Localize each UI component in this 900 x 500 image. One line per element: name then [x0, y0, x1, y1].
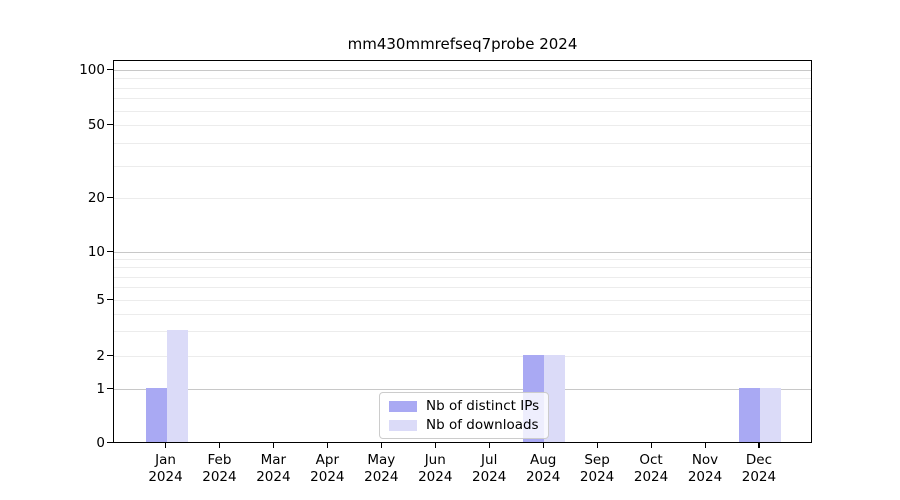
- x-tick-label: Jun 2024: [395, 452, 475, 486]
- y-tick-label: 100: [79, 62, 105, 78]
- x-tick-mark: [758, 443, 760, 448]
- plot-area: Nb of distinct IPs Nb of downloads: [113, 60, 812, 443]
- y-tick-label: 0: [96, 435, 105, 451]
- x-tick-mark: [326, 443, 329, 448]
- y-tick-label: 50: [87, 117, 105, 133]
- y-tick-label: 1: [96, 381, 105, 397]
- legend: Nb of distinct IPs Nb of downloads: [379, 392, 550, 439]
- x-tick-label: Feb 2024: [179, 452, 259, 486]
- x-tick-month: Jun: [424, 452, 446, 468]
- x-tick-label: Nov 2024: [665, 452, 745, 486]
- gridline-minor: [114, 267, 811, 269]
- x-tick-month: Jan: [155, 452, 176, 468]
- x-tick-year: 2024: [418, 469, 453, 485]
- x-tick-month: Aug: [529, 452, 557, 468]
- gridline-minor: [114, 98, 811, 100]
- gridline-minor: [114, 300, 811, 301]
- gridline-minor: [114, 276, 811, 278]
- legend-item-distinct-ips: Nb of distinct IPs: [389, 398, 539, 414]
- x-tick-month: Oct: [639, 452, 663, 468]
- x-tick-month: Apr: [315, 452, 340, 468]
- gridline-minor: [114, 165, 811, 167]
- legend-label-distinct-ips: Nb of distinct IPs: [426, 398, 540, 414]
- x-tick-month: Dec: [745, 452, 772, 468]
- x-tick-year: 2024: [472, 469, 507, 485]
- x-tick-year: 2024: [148, 469, 183, 485]
- x-tick-year: 2024: [633, 469, 669, 485]
- legend-label-downloads: Nb of downloads: [426, 417, 539, 433]
- y-tick-label: 20: [87, 190, 105, 206]
- bar-distinct-ips: [145, 388, 167, 442]
- x-tick-label: Jul 2024: [449, 452, 529, 486]
- x-tick-year: 2024: [364, 469, 399, 485]
- x-tick-label: Dec 2024: [719, 452, 799, 486]
- x-tick-mark: [380, 443, 383, 448]
- y-tick-mark: [107, 197, 113, 199]
- x-tick-mark: [165, 443, 167, 448]
- x-tick-year: 2024: [202, 469, 237, 485]
- y-tick-mark: [107, 69, 113, 71]
- x-tick-label: Oct 2024: [611, 452, 691, 486]
- bar-downloads: [544, 355, 566, 442]
- bar-downloads: [759, 388, 781, 442]
- x-tick-label: Apr 2024: [287, 452, 367, 486]
- gridline-minor: [114, 198, 811, 199]
- x-tick-label: Jan 2024: [126, 452, 206, 486]
- gridline-minor: [114, 356, 811, 357]
- x-tick-year: 2024: [525, 469, 561, 485]
- gridline-minor: [114, 110, 811, 112]
- gridline-minor: [114, 287, 811, 289]
- y-tick-mark: [107, 299, 113, 301]
- x-tick-month: Feb: [207, 452, 232, 468]
- x-tick-label: May 2024: [341, 452, 421, 486]
- x-tick-mark: [650, 443, 652, 448]
- x-tick-mark: [596, 443, 598, 448]
- y-tick-label: 2: [96, 348, 105, 364]
- x-tick-month: May: [367, 452, 396, 468]
- x-tick-label: Sep 2024: [557, 452, 637, 486]
- gridline-minor: [114, 125, 811, 126]
- y-tick-mark: [107, 388, 113, 390]
- gridline-minor: [114, 259, 811, 261]
- x-tick-month: Nov: [691, 452, 719, 468]
- x-tick-month: Jul: [481, 452, 498, 468]
- x-tick-year: 2024: [579, 469, 615, 485]
- gridline-minor: [114, 78, 811, 80]
- x-tick-year: 2024: [256, 469, 291, 485]
- legend-swatch-distinct-ips: [389, 400, 417, 412]
- gridline-minor: [114, 142, 811, 144]
- y-tick-label: 10: [87, 244, 105, 260]
- x-tick-month: Mar: [260, 452, 287, 468]
- gridline-major: [114, 70, 811, 71]
- x-tick-mark: [434, 443, 437, 448]
- y-tick-label: 5: [96, 292, 105, 308]
- gridline-major: [114, 389, 811, 390]
- x-tick-mark: [488, 443, 490, 448]
- chart-title: mm430mmrefseq7probe 2024: [347, 35, 578, 53]
- x-tick-label: Aug 2024: [503, 452, 583, 486]
- bar-downloads: [166, 330, 188, 442]
- x-tick-month: Sep: [584, 452, 610, 468]
- x-tick-label: Mar 2024: [233, 452, 313, 486]
- y-tick-mark: [107, 442, 113, 444]
- gridline-minor: [114, 331, 811, 333]
- x-tick-year: 2024: [741, 469, 777, 485]
- gridline-minor: [114, 313, 811, 315]
- x-tick-year: 2024: [687, 469, 723, 485]
- x-tick-year: 2024: [310, 469, 345, 485]
- x-tick-mark: [542, 443, 544, 448]
- y-tick-mark: [107, 251, 113, 253]
- x-tick-mark: [218, 443, 221, 448]
- gridline-major: [114, 252, 811, 253]
- legend-item-downloads: Nb of downloads: [389, 417, 539, 433]
- legend-swatch-downloads: [389, 419, 417, 431]
- y-tick-mark: [107, 124, 113, 126]
- gridline-minor: [114, 87, 811, 89]
- y-tick-mark: [107, 355, 113, 357]
- x-tick-mark: [704, 443, 706, 448]
- bar-distinct-ips: [738, 388, 760, 442]
- x-tick-mark: [272, 443, 275, 448]
